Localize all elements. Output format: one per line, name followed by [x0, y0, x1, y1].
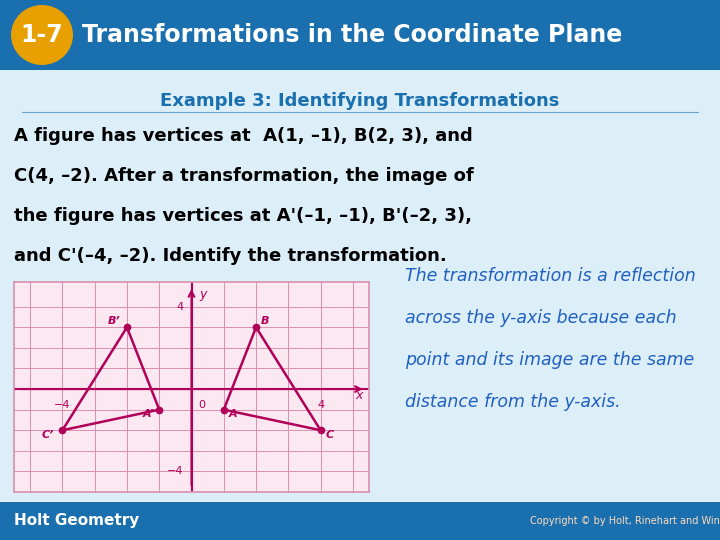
Text: and C'(–4, –2). Identify the transformation.: and C'(–4, –2). Identify the transformat…: [14, 247, 446, 265]
Text: The transformation is a reflection: The transformation is a reflection: [405, 267, 696, 285]
Text: Transformations in the Coordinate Plane: Transformations in the Coordinate Plane: [82, 23, 622, 47]
Text: C’: C’: [42, 430, 54, 441]
Text: Example 3: Identifying Transformations: Example 3: Identifying Transformations: [161, 92, 559, 110]
Text: 1-7: 1-7: [21, 23, 63, 47]
Text: the figure has vertices at A'(–1, –1), B'(–2, 3),: the figure has vertices at A'(–1, –1), B…: [14, 207, 472, 225]
Text: C(4, –2). After a transformation, the image of: C(4, –2). After a transformation, the im…: [14, 167, 474, 185]
Text: 4: 4: [317, 400, 324, 410]
Text: C: C: [325, 430, 333, 441]
Text: 0: 0: [198, 400, 205, 410]
Text: −4: −4: [54, 400, 71, 410]
Text: A: A: [229, 409, 237, 419]
FancyBboxPatch shape: [0, 0, 720, 70]
Text: across the y-axis because each: across the y-axis because each: [405, 309, 677, 327]
Text: −4: −4: [167, 467, 184, 476]
Text: Copyright © by Holt, Rinehart and Winston. All Rights Reserved.: Copyright © by Holt, Rinehart and Winsto…: [530, 516, 720, 526]
FancyBboxPatch shape: [0, 502, 720, 540]
Text: Holt Geometry: Holt Geometry: [14, 514, 139, 529]
Text: B: B: [261, 316, 269, 326]
Text: A’: A’: [143, 409, 155, 419]
Text: B’: B’: [107, 316, 120, 326]
Ellipse shape: [11, 5, 73, 65]
Text: x: x: [356, 389, 363, 402]
Text: distance from the y-axis.: distance from the y-axis.: [405, 393, 621, 411]
Text: y: y: [199, 288, 207, 301]
Text: 4: 4: [176, 302, 184, 312]
Text: point and its image are the same: point and its image are the same: [405, 351, 694, 369]
Text: A figure has vertices at  A(1, –1), B(2, 3), and: A figure has vertices at A(1, –1), B(2, …: [14, 127, 473, 145]
